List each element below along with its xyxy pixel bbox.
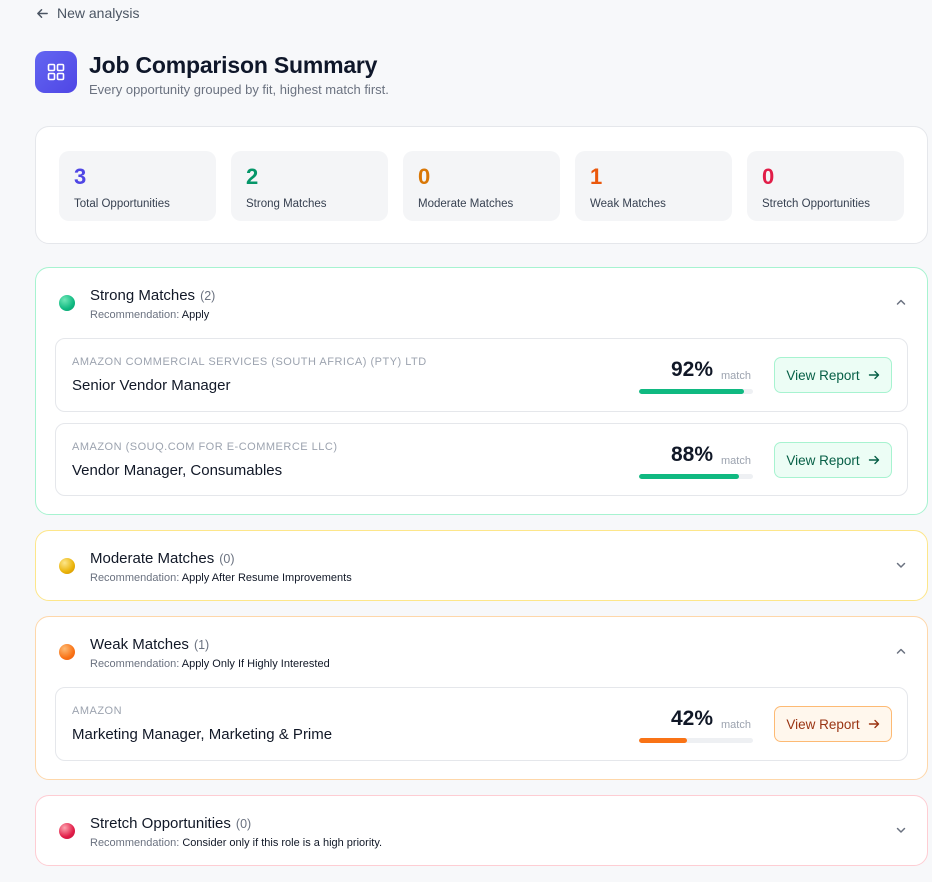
group-header-moderate[interactable]: Moderate Matches (0) Recommendation: Appl… (36, 531, 927, 601)
chevron-down-icon[interactable] (895, 559, 907, 571)
rec-prefix: Recommendation: (90, 309, 180, 321)
group-count: (0) (219, 552, 235, 566)
company-name: AMAZON COMMERCIAL SERVICES (SOUTH AFRICA… (72, 356, 427, 368)
stat-label: Stretch Opportunities (762, 198, 871, 210)
group-recommendation: Recommendation: Apply After Resume Impro… (90, 572, 352, 584)
match-progress-fill (639, 738, 687, 743)
arrow-right-icon (868, 455, 879, 465)
status-dot (59, 558, 75, 574)
stat-label: Moderate Matches (418, 198, 514, 210)
group-header-strong[interactable]: Strong Matches (2) Recommendation: Apply (36, 268, 927, 338)
rec-prefix: Recommendation: (90, 572, 180, 584)
page-title: Job Comparison Summary (89, 52, 378, 78)
arrow-right-icon (868, 370, 879, 380)
match-word: match (721, 719, 751, 731)
job-card: AMAZON (SOUQ.COM FOR E-COMMERCE LLC) Ven… (55, 423, 908, 496)
company-name: AMAZON (SOUQ.COM FOR E-COMMERCE LLC) (72, 441, 338, 453)
stat-value: 2 (246, 164, 259, 189)
group-name: Moderate Matches (90, 550, 215, 567)
summary-stats-card: 3 Total Opportunities 2 Strong Matches 0… (35, 126, 928, 244)
arrow-right-icon (868, 719, 879, 729)
rec-value: Apply After Resume Improvements (181, 572, 352, 584)
stat-label: Weak Matches (590, 198, 666, 210)
grid-icon (35, 51, 77, 93)
match-progress-bar (639, 389, 753, 394)
stat-label: Strong Matches (246, 198, 327, 210)
stat-strong: 2 Strong Matches (231, 151, 388, 221)
group-name: Weak Matches (90, 636, 189, 653)
back-link-label: New analysis (57, 5, 140, 21)
job-card: AMAZON Marketing Manager, Marketing & Pr… (55, 687, 908, 761)
status-dot (59, 823, 75, 839)
rec-prefix: Recommendation: (90, 837, 180, 849)
view-report-label: View Report (786, 367, 860, 383)
back-link[interactable]: New analysis (36, 5, 139, 21)
group-moderate-matches: Moderate Matches (0) Recommendation: Appl… (35, 530, 928, 601)
chevron-down-icon[interactable] (895, 824, 907, 836)
match-percent: 42% (671, 707, 714, 730)
group-count: (0) (235, 817, 252, 831)
match-word: match (721, 370, 751, 382)
stat-value: 0 (762, 164, 775, 189)
view-report-button[interactable]: View Report (774, 357, 892, 393)
group-header-stretch[interactable]: Stretch Opportunities (0) Recommendation:… (36, 796, 927, 866)
group-name: Stretch Opportunities (90, 815, 231, 832)
group-title: Stretch Opportunities (0) (90, 815, 251, 832)
group-recommendation: Recommendation: Apply Only If Highly Int… (90, 658, 330, 670)
arrow-left-icon (37, 8, 48, 18)
group-recommendation: Recommendation: Apply (90, 309, 209, 321)
stat-total: 3 Total Opportunities (59, 151, 216, 221)
group-count: (2) (200, 289, 216, 303)
stat-stretch: 0 Stretch Opportunities (747, 151, 904, 221)
group-stretch-opportunities: Stretch Opportunities (0) Recommendation:… (35, 795, 928, 866)
rec-value: Apply Only If Highly Interested (181, 658, 330, 670)
view-report-button[interactable]: View Report (774, 442, 892, 478)
group-name: Strong Matches (90, 287, 196, 304)
group-recommendation: Recommendation: Consider only if this ro… (90, 837, 382, 849)
status-dot (59, 295, 75, 311)
group-count: (1) (193, 638, 210, 652)
stat-value: 0 (418, 164, 431, 189)
stat-value: 1 (590, 164, 603, 189)
group-title: Moderate Matches (0) (90, 550, 235, 567)
company-name: AMAZON (72, 705, 123, 717)
job-card: AMAZON COMMERCIAL SERVICES (SOUTH AFRICA… (55, 338, 908, 412)
group-title: Strong Matches (2) (90, 287, 215, 304)
stat-value: 3 (74, 164, 87, 189)
rec-value: Apply (181, 309, 210, 321)
match-progress-fill (639, 389, 744, 394)
view-report-label: View Report (786, 452, 860, 468)
page-header: Job Comparison Summary Every opportunity… (35, 51, 389, 97)
group-weak-matches: Weak Matches (1) Recommendation: Apply On… (35, 616, 928, 780)
match-percent: 88% (671, 443, 714, 466)
page-subtitle: Every opportunity grouped by fit, highes… (89, 82, 389, 97)
match-percent: 92% (671, 358, 714, 381)
match-progress-fill (639, 474, 740, 479)
stat-moderate: 0 Moderate Matches (403, 151, 560, 221)
view-report-label: View Report (786, 716, 860, 732)
match-word: match (721, 455, 751, 467)
job-title: Senior Vendor Manager (72, 377, 231, 394)
status-dot (59, 644, 75, 660)
job-title: Marketing Manager, Marketing & Prime (72, 726, 333, 743)
rec-value: Consider only if this role is a high pri… (182, 837, 383, 849)
chevron-up-icon[interactable] (895, 296, 907, 308)
job-title: Vendor Manager, Consumables (72, 462, 283, 479)
match-progress-bar (639, 474, 753, 479)
match-progress-bar (639, 738, 753, 743)
group-header-weak[interactable]: Weak Matches (1) Recommendation: Apply On… (36, 617, 927, 687)
group-strong-matches: Strong Matches (2) Recommendation: Apply … (35, 267, 928, 515)
stat-label: Total Opportunities (74, 198, 170, 210)
chevron-up-icon[interactable] (895, 645, 907, 657)
stat-weak: 1 Weak Matches (575, 151, 732, 221)
view-report-button[interactable]: View Report (774, 706, 892, 742)
rec-prefix: Recommendation: (90, 658, 180, 670)
group-title: Weak Matches (1) (90, 636, 209, 653)
